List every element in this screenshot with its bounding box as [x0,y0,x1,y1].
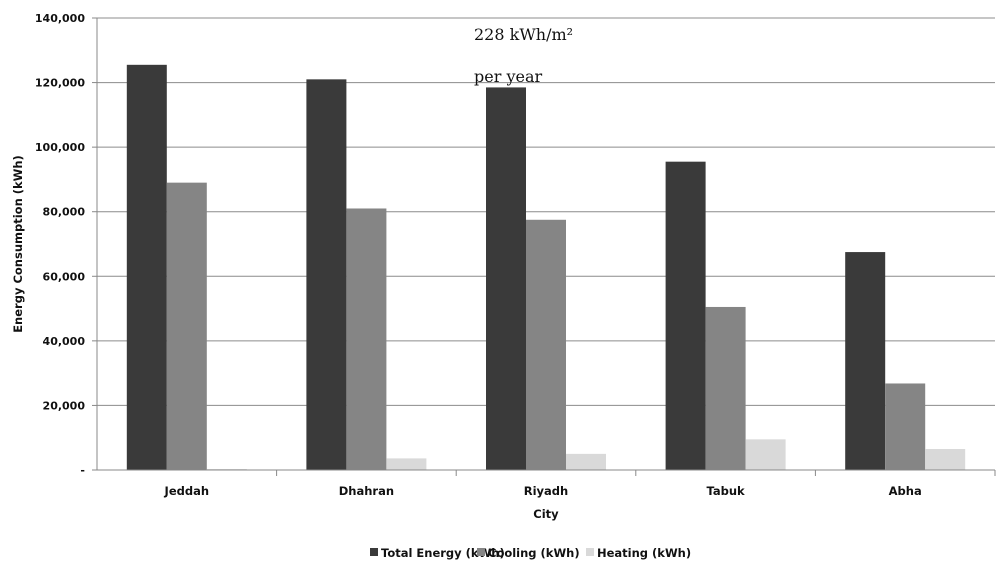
bar-abha-0 [845,252,886,470]
bar-dhahran-1 [346,208,387,470]
bar-abha-1 [885,383,926,470]
x-tick-label: Abha [889,484,922,498]
y-tick-label: 60,000 [43,270,86,283]
annotation-value: 228 kWh/m² [474,25,573,44]
x-tick-labels: Jeddah Dhahran Riyadh Tabuk Abha [164,470,996,498]
annotation-period: per year [474,67,542,86]
legend-swatch [370,548,378,556]
legend-swatch [477,548,485,556]
bar-riyadh-1 [526,219,566,470]
bar-tabuk-0 [665,161,706,470]
x-tick-label: Dhahran [339,484,394,498]
axes [96,18,995,471]
bar-jeddah-0 [126,64,167,471]
y-tick-label: - [80,464,85,477]
x-axis-title: City [533,507,559,521]
y-tick-labels: - 20,000 40,000 60,000 80,000 100,000 120,000 1… [35,12,85,477]
legend-label: Total Energy (kWh) [381,546,505,560]
y-tick-label: 100,000 [35,141,85,154]
bar-dhahran-0 [306,79,347,470]
y-tick-label: 120,000 [35,77,85,90]
bar-abha-2 [925,449,966,470]
legend-label: Cooling (kWh) [488,546,580,560]
y-tick-label: 40,000 [43,335,86,348]
y-tick-label: 140,000 [35,12,85,25]
bar-tabuk-1 [705,306,746,470]
bar-tabuk-2 [745,439,786,470]
legend-swatch [586,548,594,556]
bar-riyadh-2 [566,453,606,470]
x-tick-label: Tabuk [706,484,745,498]
legend-label: Heating (kWh) [597,546,691,560]
bar-dhahran-2 [386,458,427,470]
bar-jeddah-1 [166,182,207,470]
bar-riyadh-0 [486,87,526,471]
x-tick-label: Jeddah [164,484,210,498]
y-tick-label: 80,000 [43,206,86,219]
x-tick-label: Riyadh [524,484,568,498]
legend: Total Energy (kWh)Cooling (kWh) Heating (… [370,546,691,560]
y-axis-title: Energy Consumption (kWh) [11,155,25,333]
y-tick-label: 20,000 [43,399,86,412]
bars [126,64,966,471]
